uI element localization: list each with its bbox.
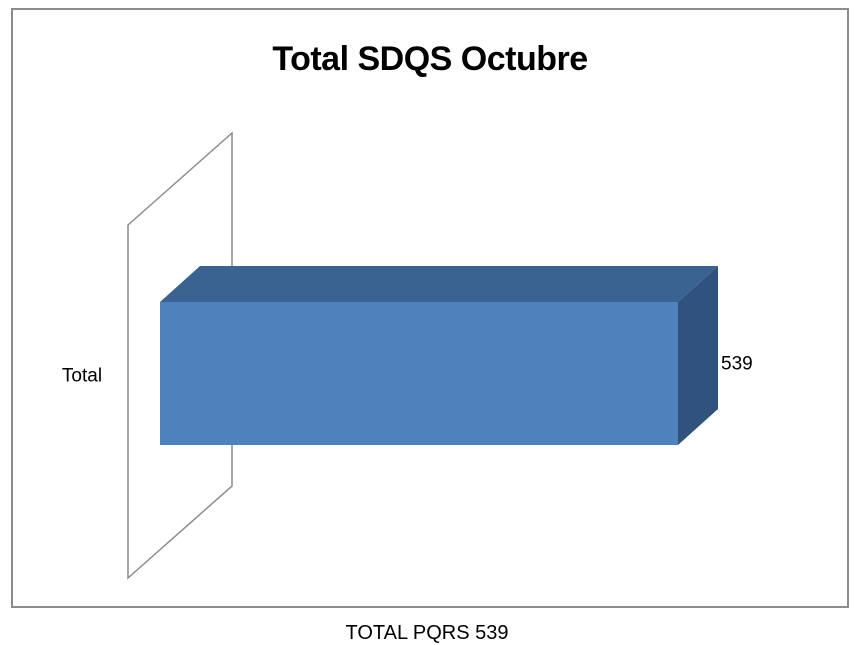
axis-wall	[127, 131, 233, 580]
bar-total	[160, 302, 678, 445]
category-label: Total	[62, 366, 102, 387]
bar-side-face	[678, 266, 718, 445]
footer-caption: TOTAL PQRS 539	[345, 622, 509, 644]
bar-top-face	[160, 266, 718, 302]
chart-plot: Total 539	[62, 131, 753, 580]
chart-title: Total SDQS Octubre	[272, 40, 588, 78]
data-label: 539	[721, 354, 753, 375]
